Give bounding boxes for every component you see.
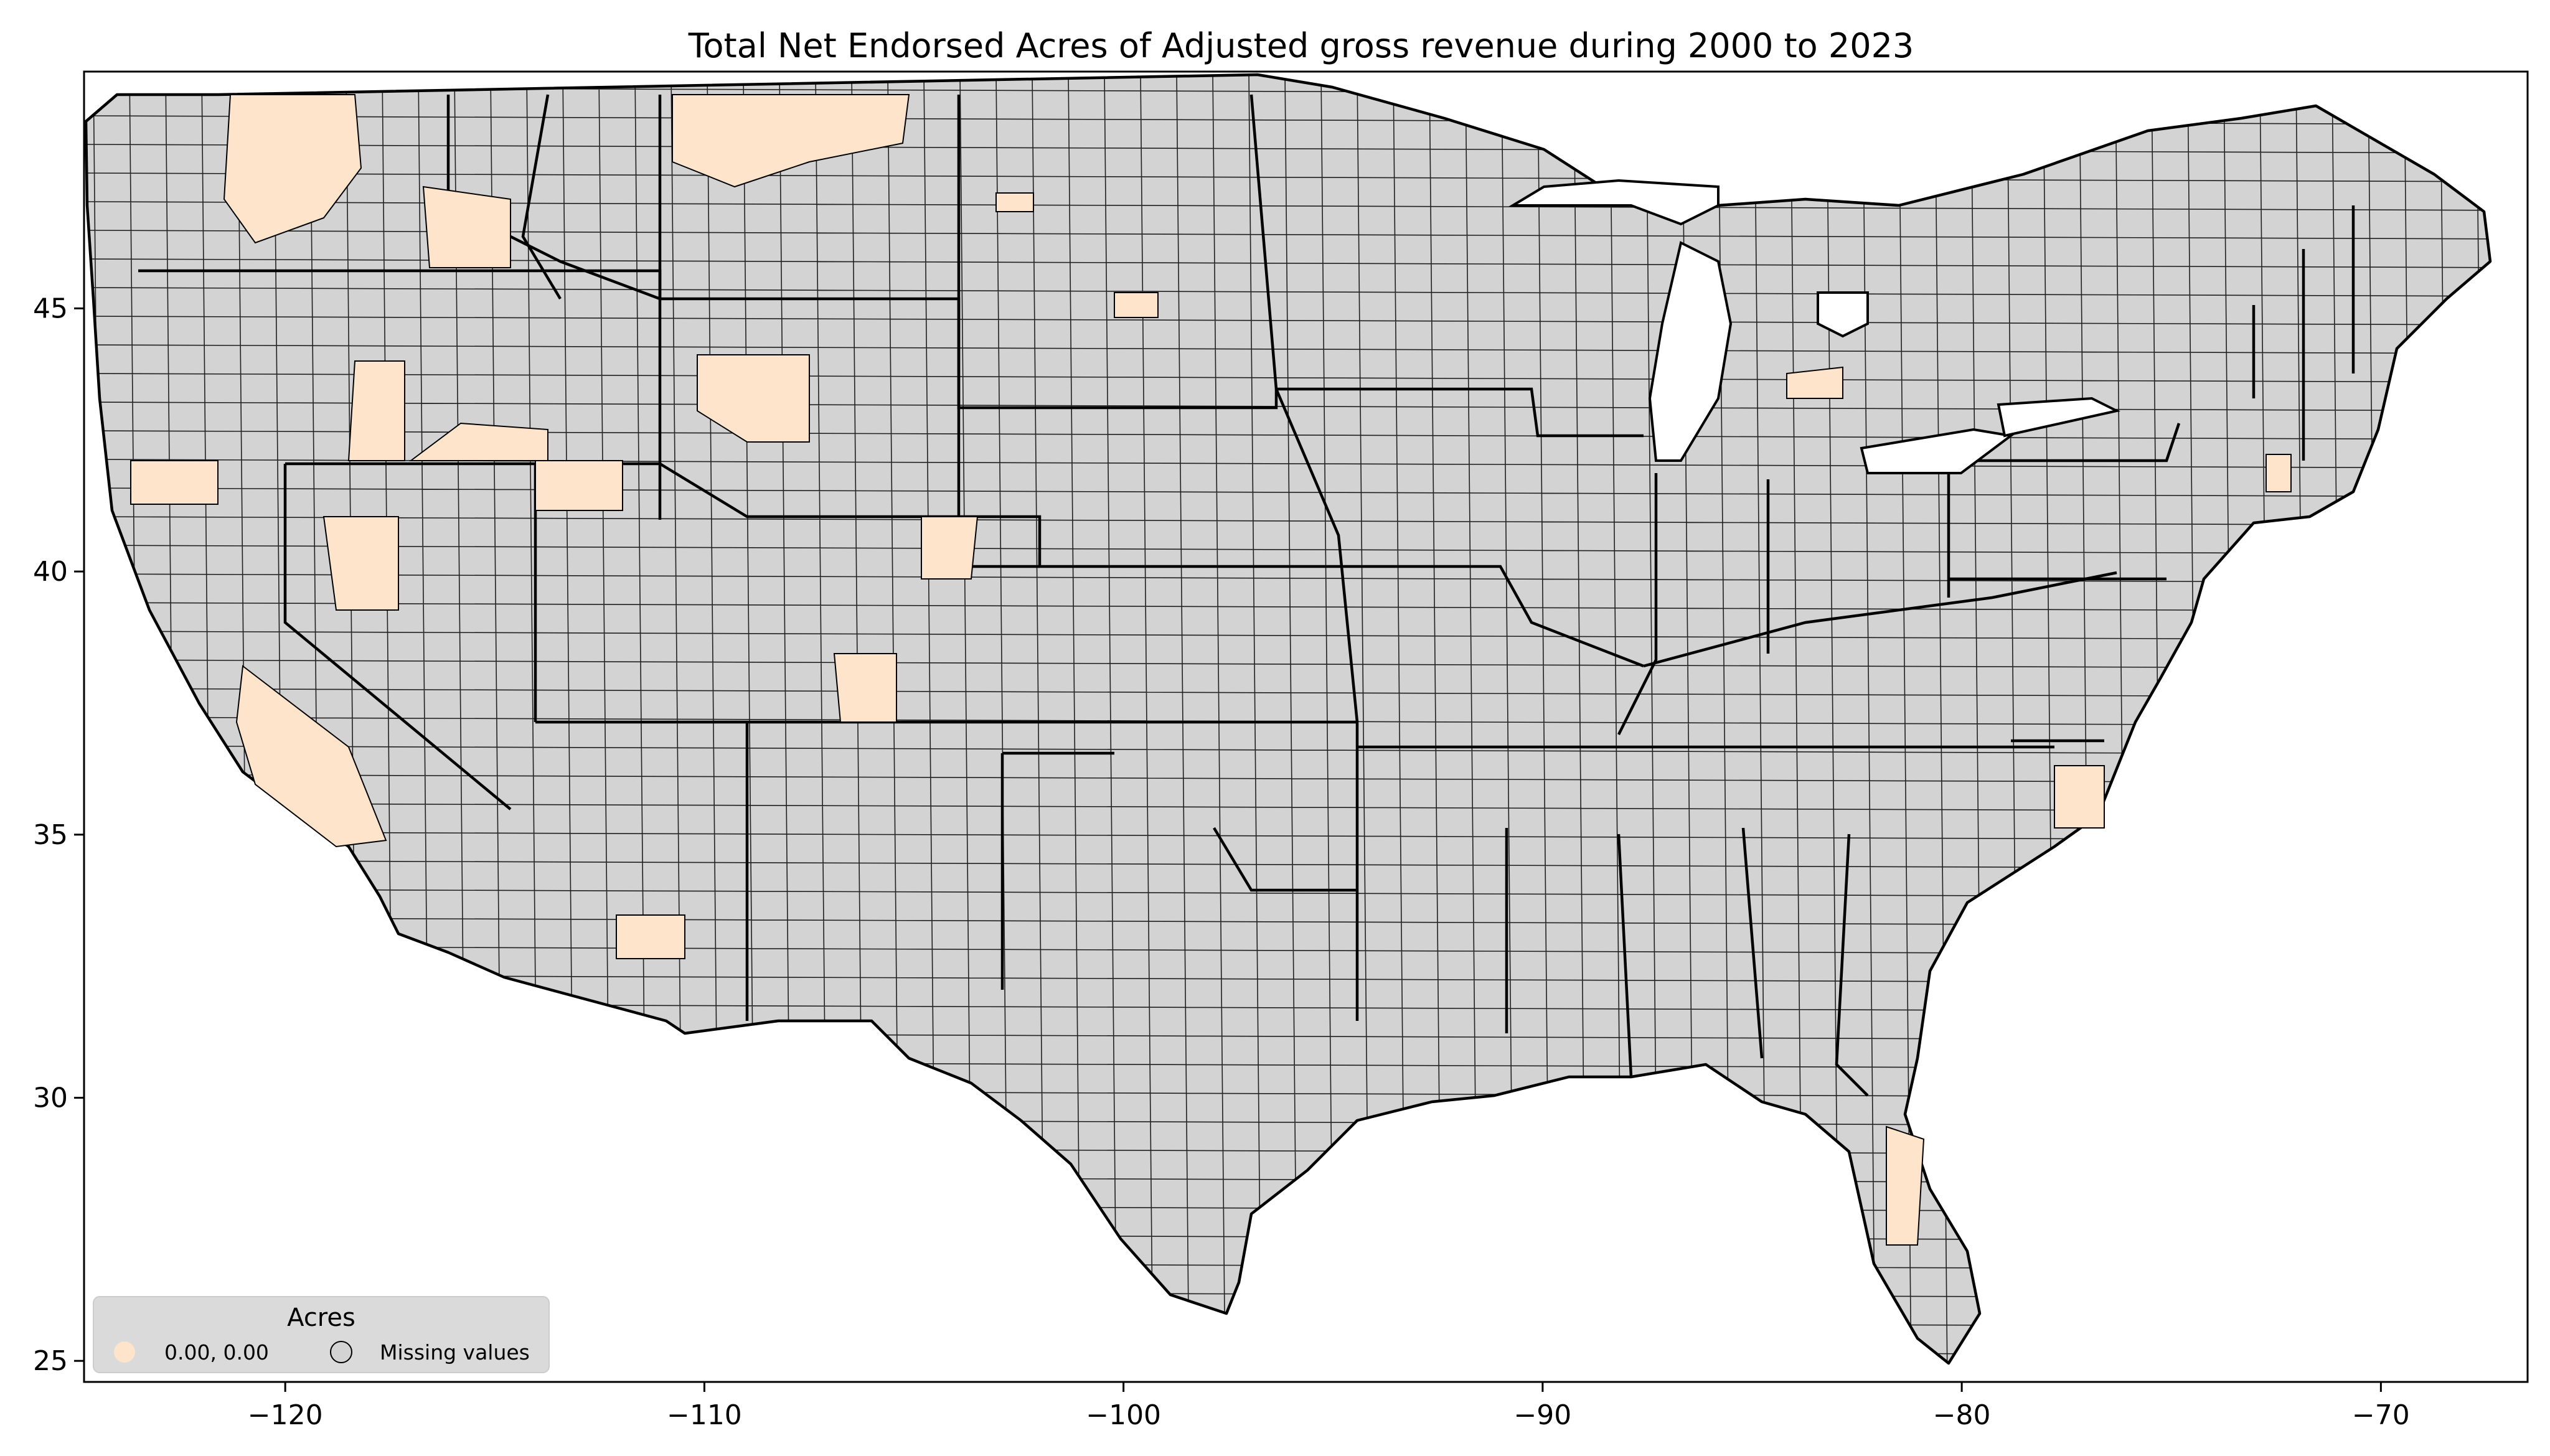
y-axis: 25 30 35 40 45	[33, 293, 84, 1377]
y-tick-label: 40	[33, 556, 68, 588]
y-tick-label: 35	[33, 819, 68, 851]
map-area	[84, 73, 2492, 1365]
legend-label-value: 0.00, 0.00	[164, 1340, 269, 1364]
x-axis: −120 −110 −100 −90 −80 −70	[248, 1382, 2410, 1431]
y-tick-label: 45	[33, 293, 68, 324]
y-tick-label: 30	[33, 1082, 68, 1114]
chart-title: Total Net Endorsed Acres of Adjusted gro…	[688, 26, 1914, 65]
legend-box	[93, 1296, 550, 1373]
shaded-counties	[130, 94, 2292, 1246]
legend-swatch-missing	[330, 1341, 352, 1363]
x-tick-label: −110	[667, 1399, 742, 1431]
legend-label-missing: Missing values	[380, 1340, 530, 1364]
x-tick-label: −80	[1933, 1399, 1991, 1431]
axes-frame	[83, 70, 2529, 1383]
x-tick-label: −100	[1086, 1399, 1161, 1431]
legend-title: Acres	[287, 1303, 355, 1332]
x-tick-label: −70	[2352, 1399, 2410, 1431]
x-tick-label: −90	[1513, 1399, 1571, 1431]
us-outline	[84, 73, 2492, 1365]
x-tick-label: −120	[248, 1399, 323, 1431]
legend: Acres 0.00, 0.00 Missing values	[93, 1296, 550, 1373]
legend-swatch-value	[114, 1341, 135, 1363]
y-tick-label: 25	[33, 1345, 68, 1377]
great-lakes	[1508, 179, 2120, 474]
